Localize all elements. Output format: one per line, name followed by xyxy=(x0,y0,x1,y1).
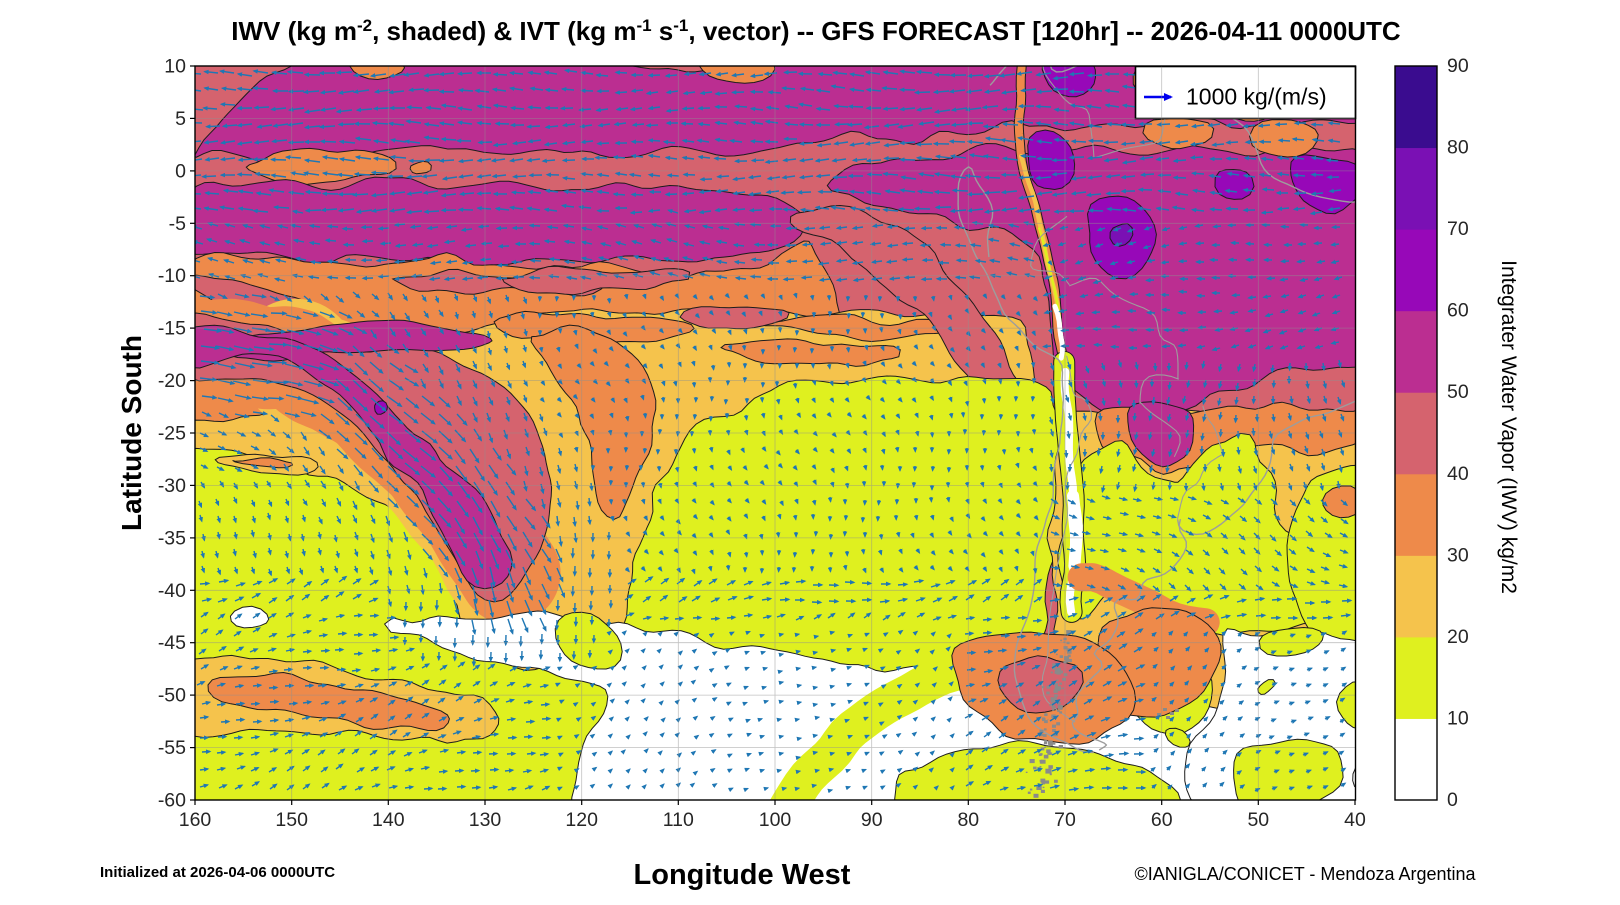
svg-text:IWV (kg m-2, shaded) & IVT (kg: IWV (kg m-2, shaded) & IVT (kg m-1 s-1, … xyxy=(231,16,1401,46)
svg-text:50: 50 xyxy=(1447,381,1469,403)
svg-text:-60: -60 xyxy=(158,790,186,812)
svg-text:-20: -20 xyxy=(158,370,186,392)
svg-text:5: 5 xyxy=(175,108,186,130)
svg-text:-35: -35 xyxy=(158,527,186,549)
svg-text:Initialized at 2026-04-06 0000: Initialized at 2026-04-06 0000UTC xyxy=(100,864,335,881)
svg-text:80: 80 xyxy=(957,809,979,831)
svg-text:-10: -10 xyxy=(158,265,186,287)
svg-text:-40: -40 xyxy=(158,580,186,602)
svg-text:-25: -25 xyxy=(158,423,186,445)
svg-text:150: 150 xyxy=(275,809,308,831)
svg-text:20: 20 xyxy=(1447,626,1469,648)
svg-text:1000 kg/(m/s): 1000 kg/(m/s) xyxy=(1186,84,1327,110)
svg-text:160: 160 xyxy=(179,809,212,831)
svg-text:-50: -50 xyxy=(158,685,186,707)
svg-text:30: 30 xyxy=(1447,544,1469,566)
svg-text:-5: -5 xyxy=(169,213,186,235)
svg-text:10: 10 xyxy=(1447,707,1469,729)
svg-text:0: 0 xyxy=(175,160,186,182)
svg-text:Latitude South: Latitude South xyxy=(116,335,147,531)
svg-text:40: 40 xyxy=(1447,463,1469,485)
svg-text:Integrater Water Vapor (IWV) k: Integrater Water Vapor (IWV) kg/m2 xyxy=(1497,260,1520,594)
svg-text:40: 40 xyxy=(1344,809,1366,831)
svg-text:©IANIGLA/CONICET - Mendoza Arg: ©IANIGLA/CONICET - Mendoza Argentina xyxy=(1134,864,1476,884)
svg-text:-45: -45 xyxy=(158,632,186,654)
svg-text:70: 70 xyxy=(1447,218,1469,240)
svg-text:60: 60 xyxy=(1151,809,1173,831)
svg-text:60: 60 xyxy=(1447,300,1469,322)
svg-text:-15: -15 xyxy=(158,318,186,340)
svg-text:140: 140 xyxy=(372,809,405,831)
svg-text:110: 110 xyxy=(663,809,694,831)
svg-text:100: 100 xyxy=(759,809,792,831)
svg-text:0: 0 xyxy=(1447,789,1458,811)
svg-text:-55: -55 xyxy=(158,737,186,759)
svg-text:90: 90 xyxy=(861,809,883,831)
svg-text:120: 120 xyxy=(565,809,598,831)
svg-text:-30: -30 xyxy=(158,475,186,497)
svg-text:130: 130 xyxy=(469,809,502,831)
svg-text:70: 70 xyxy=(1054,809,1076,831)
svg-text:Longitude West: Longitude West xyxy=(634,859,851,891)
svg-text:80: 80 xyxy=(1447,137,1469,159)
svg-text:50: 50 xyxy=(1247,809,1269,831)
svg-text:10: 10 xyxy=(164,56,186,78)
svg-text:90: 90 xyxy=(1447,55,1469,77)
